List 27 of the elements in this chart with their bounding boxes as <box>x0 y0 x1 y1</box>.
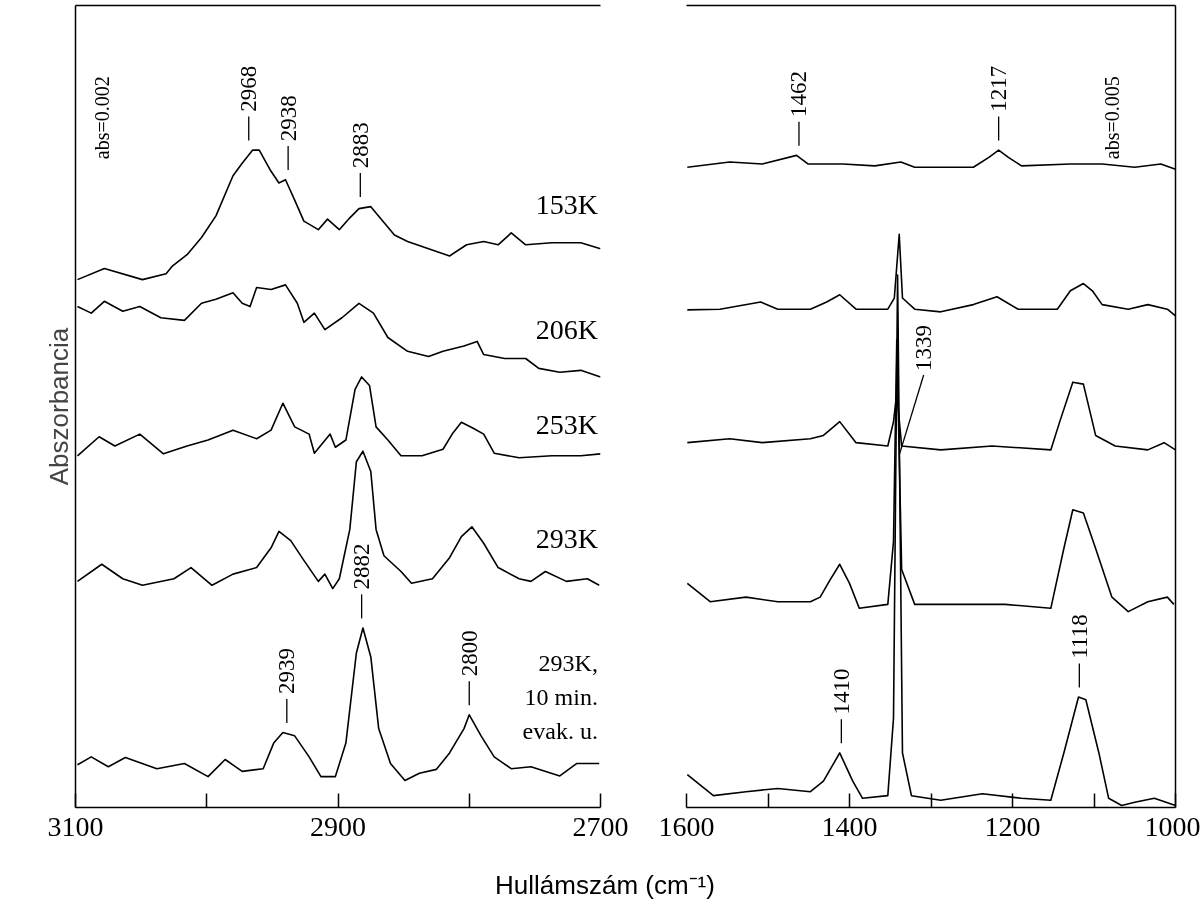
annotation: 1462 <box>786 70 812 117</box>
annotation: 1118 <box>1066 614 1092 659</box>
y-axis-title: Abszorbancia <box>43 327 74 486</box>
x-tick-label: 1000 <box>1144 810 1200 842</box>
series-label: 293K, 10 min. evak. u. <box>522 650 598 744</box>
annotation: 2800 <box>456 630 482 677</box>
x-tick-label: 2900 <box>310 810 366 842</box>
annotation: 2939 <box>274 648 300 695</box>
series-label: 206K <box>535 314 598 346</box>
annotation: 1410 <box>828 668 854 715</box>
x-axis-title: Hullámszám (cm⁻¹) <box>495 869 715 902</box>
annotation: abs=0.002 <box>90 76 113 160</box>
x-tick-label: 3100 <box>47 810 104 842</box>
annotation: 1217 <box>986 65 1012 112</box>
annotation: 2938 <box>275 95 301 142</box>
annotation: abs=0.005 <box>1100 76 1123 160</box>
series-label: 253K <box>535 409 598 441</box>
x-tick-label: 1400 <box>821 810 878 842</box>
x-tick-label: 1200 <box>984 810 1041 842</box>
x-tick-label: 2700 <box>572 810 629 842</box>
annotation: 1339 <box>911 324 937 371</box>
annotation: 2883 <box>347 122 373 169</box>
annotation: 2882 <box>349 543 375 590</box>
annotation: 2968 <box>236 65 262 112</box>
series-label: 293K <box>535 523 598 555</box>
x-tick-label: 1600 <box>658 810 715 842</box>
series-label: 153K <box>535 188 598 220</box>
